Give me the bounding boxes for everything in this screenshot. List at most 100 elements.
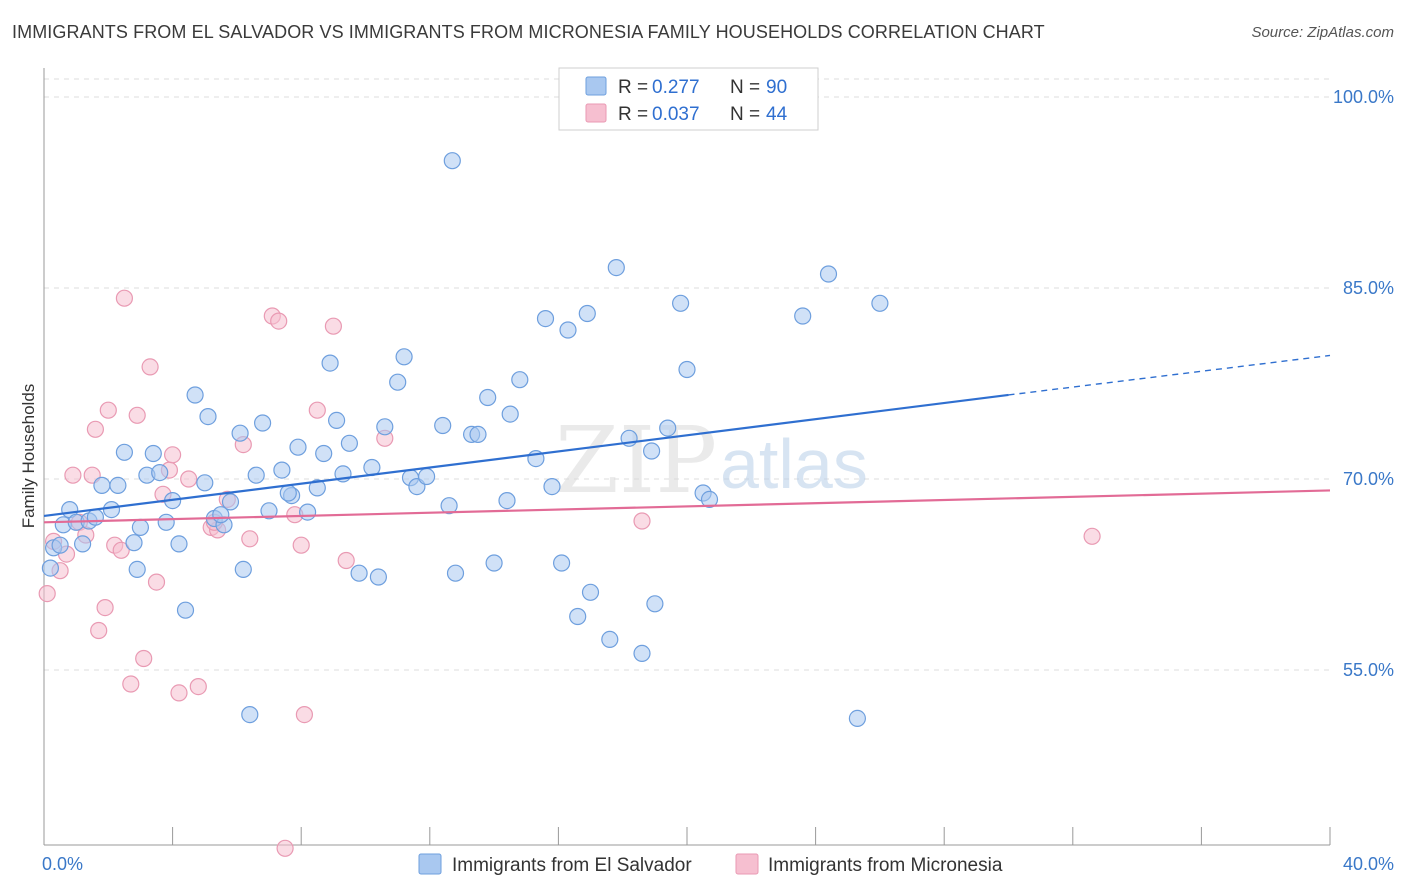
micronesia-point <box>170 684 188 702</box>
trend-lines <box>43 354 1331 524</box>
el-salvador-point <box>511 371 529 389</box>
el-salvador-point <box>498 492 516 510</box>
el-salvador-point <box>671 294 690 312</box>
x-tick-label-min: 0.0% <box>42 854 83 874</box>
el-salvador-point <box>328 411 346 429</box>
chart-title: IMMIGRANTS FROM EL SALVADOR VS IMMIGRANT… <box>12 22 1045 42</box>
x-tick-labels: 0.0% 40.0% <box>42 854 1394 874</box>
el-salvador-point <box>279 484 297 502</box>
el-salvador-point <box>241 705 259 724</box>
el-salvador-point <box>151 464 169 482</box>
el-salvador-point <box>700 490 719 508</box>
micronesia-point <box>1083 527 1101 545</box>
series-legend-swatch-el-salvador <box>418 853 442 875</box>
micronesia-point <box>633 512 651 530</box>
el-salvador-point <box>176 601 195 619</box>
micronesia-point <box>241 530 259 548</box>
axes <box>43 68 1331 846</box>
el-salvador-point <box>321 354 339 372</box>
el-salvador-point <box>109 476 127 494</box>
micronesia-points <box>38 289 1101 857</box>
el-salvador-point <box>543 478 561 496</box>
el-salvador-point <box>848 709 867 728</box>
y-tick-label: 100.0% <box>1333 87 1394 107</box>
el-salvador-point <box>212 506 230 524</box>
micronesia-point <box>96 598 114 617</box>
el-salvador-point <box>485 554 503 572</box>
micronesia-point <box>147 573 166 591</box>
el-salvador-point <box>819 265 838 283</box>
el-salvador-point <box>144 444 162 463</box>
el-salvador-point <box>41 559 60 577</box>
micronesia-point <box>64 466 82 484</box>
el-salvador-point <box>794 307 812 325</box>
micronesia-point <box>86 420 105 438</box>
stats-legend: R = 0.277 N = 90 R = 0.037 N = 44 <box>558 67 819 131</box>
el-salvador-point <box>231 424 249 442</box>
el-salvador-point <box>115 443 134 461</box>
el-salvador-point <box>678 360 696 379</box>
el-salvador-point <box>221 493 240 511</box>
watermark: ZIP atlas <box>555 407 868 514</box>
y-tick-label: 85.0% <box>1343 278 1394 298</box>
el-salvador-point <box>273 461 291 479</box>
el-salvador-point <box>128 560 146 579</box>
el-salvador-point <box>607 259 625 277</box>
el-salvador-point <box>199 408 217 426</box>
el-salvador-point <box>395 348 413 366</box>
el-salvador-point <box>289 438 307 456</box>
el-salvador-point <box>469 425 487 443</box>
legend-r-label-pink: R = <box>618 104 648 125</box>
series-legend-swatch-micronesia <box>735 853 759 875</box>
micronesia-point <box>112 541 130 559</box>
el-salvador-point <box>389 373 407 391</box>
el-salvador-point <box>51 536 69 554</box>
el-salvador-point <box>633 644 651 663</box>
micronesia-point <box>180 470 198 488</box>
legend-swatch-blue <box>585 76 607 96</box>
micronesia-point <box>308 401 326 419</box>
source-label: Source: ZipAtlas.com <box>1251 24 1394 41</box>
el-salvador-point <box>247 466 265 484</box>
el-salvador-point <box>479 388 497 407</box>
el-salvador-point <box>642 442 661 460</box>
legend-n-value-blue: 90 <box>766 77 787 98</box>
micronesia-point <box>324 317 342 335</box>
legend-r-value-pink: 0.037 <box>652 104 700 125</box>
micronesia-point <box>189 677 207 696</box>
micronesia-point <box>276 839 294 857</box>
el-salvador-point <box>871 294 889 312</box>
micronesia-point <box>122 675 140 693</box>
el-salvador-point <box>536 310 555 328</box>
el-salvador-point <box>552 554 571 572</box>
series-legend: Immigrants from El Salvador Immigrants f… <box>418 853 1003 876</box>
el-salvador-point <box>186 386 204 404</box>
legend-r-value-blue: 0.277 <box>652 77 700 98</box>
el-salvador-trend-line <box>43 393 1009 518</box>
micronesia-point <box>90 621 108 640</box>
el-salvador-point <box>646 595 664 613</box>
el-salvador-point <box>73 535 92 553</box>
el-salvador-point <box>340 434 358 452</box>
y-axis-label: Family Households <box>19 384 38 529</box>
el-salvador-point <box>601 630 619 649</box>
watermark-zip: ZIP <box>555 407 717 514</box>
micronesia-point <box>292 536 310 554</box>
el-salvador-point <box>434 416 452 435</box>
legend-swatch-pink <box>585 103 607 123</box>
el-salvador-point <box>157 513 175 531</box>
el-salvador-point <box>581 583 600 601</box>
el-salvador-point <box>659 419 677 437</box>
el-salvador-point <box>196 474 214 492</box>
series-legend-label-el-salvador: Immigrants from El Salvador <box>452 855 692 876</box>
micronesia-point <box>270 312 288 330</box>
el-salvador-point <box>299 503 317 521</box>
el-salvador-point <box>102 501 121 519</box>
el-salvador-point <box>559 321 577 339</box>
micronesia-trend-line <box>43 489 1331 524</box>
y-tick-label: 70.0% <box>1343 469 1394 489</box>
el-salvador-point <box>93 476 111 494</box>
micronesia-point <box>99 401 117 419</box>
el-salvador-trend-extension <box>1008 354 1331 396</box>
